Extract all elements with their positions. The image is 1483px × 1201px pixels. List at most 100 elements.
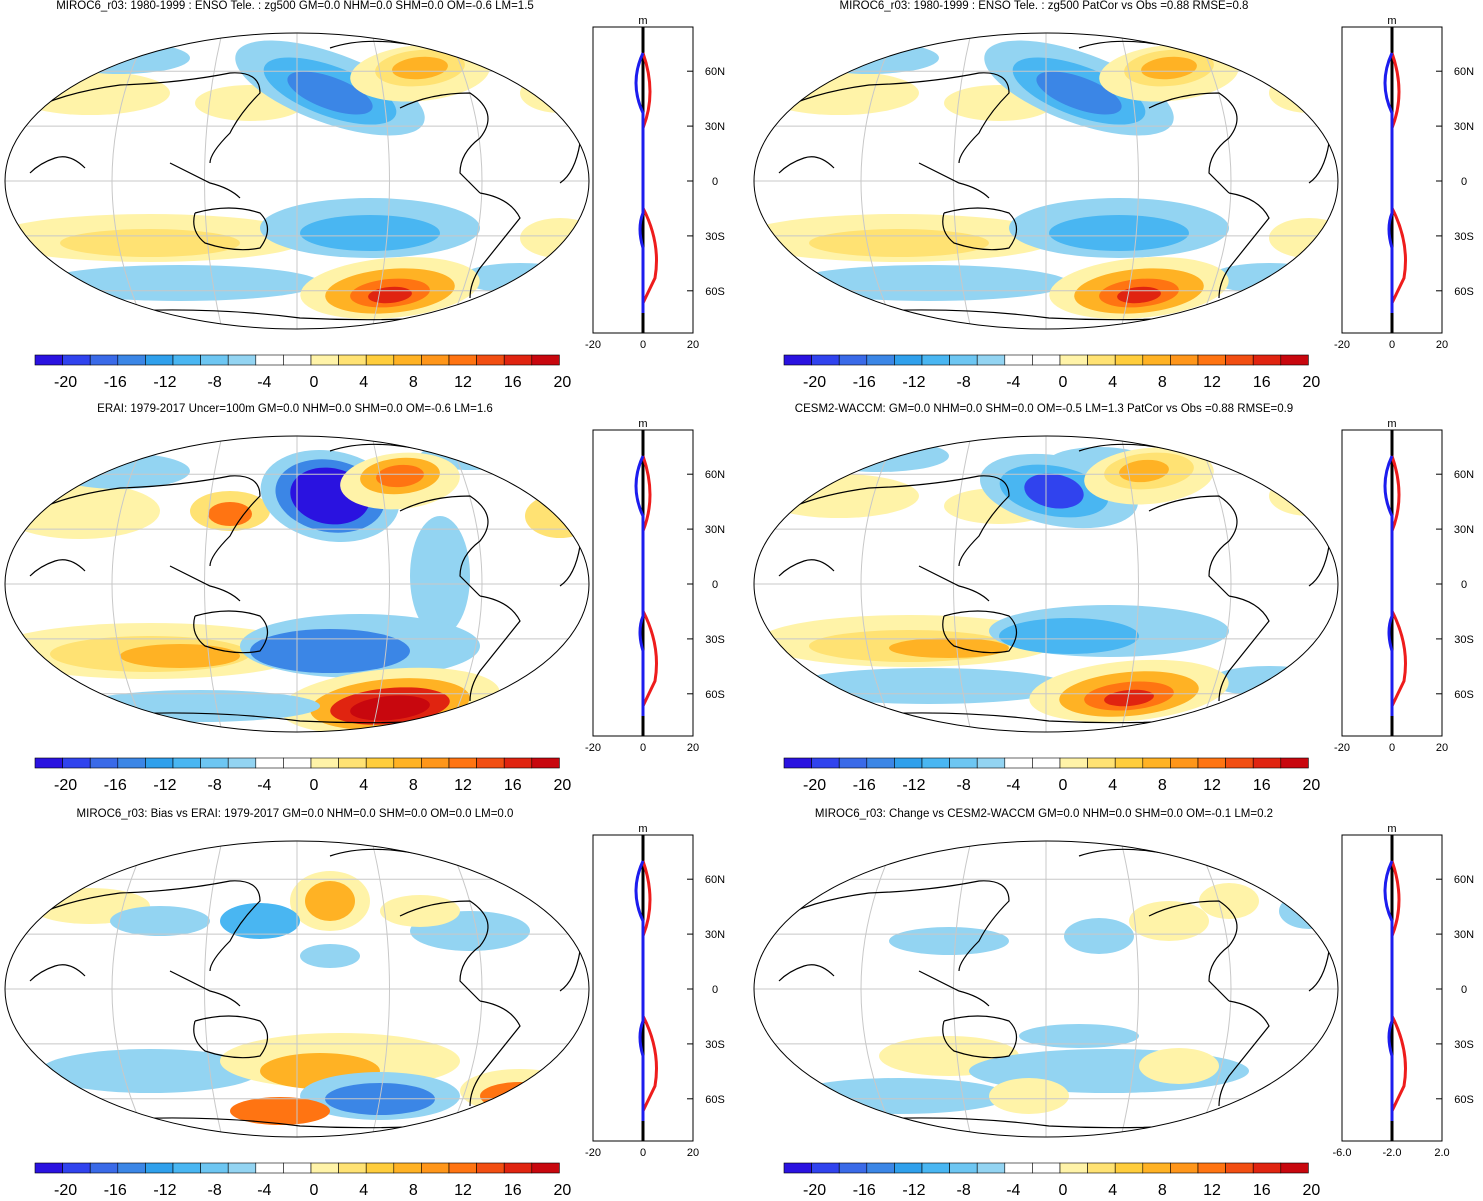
coastline [24, 72, 261, 164]
colorbar-swatch [1142, 757, 1171, 769]
longitude-gridline [111, 841, 148, 1137]
profile-lat-label: 60N [705, 66, 725, 78]
colorbar-swatch [172, 1162, 201, 1174]
profile-lat-label: 30N [1454, 929, 1474, 941]
colorbar-swatch [503, 354, 533, 366]
longitude-gridline [1120, 436, 1139, 732]
profile-curve-positive [1390, 455, 1407, 707]
colorbar-tick-label: 0 [1059, 374, 1068, 391]
colorbar-tick-label: -16 [104, 374, 127, 391]
coastline [193, 610, 269, 654]
profile-x-label: 20 [687, 339, 699, 351]
profile-lat-label: 30S [1454, 231, 1474, 243]
colorbar-swatch [1280, 1162, 1309, 1174]
colorbar-swatch [310, 1162, 339, 1174]
anomaly-contour [1269, 1077, 1338, 1105]
colorbar-tick-label: 12 [1203, 777, 1221, 794]
colorbar-swatch [1032, 354, 1061, 366]
anomaly-contour [250, 629, 410, 673]
longitude-gridline [1120, 841, 1139, 1137]
panel-content: -20 -16 -12 -8 -4 0 4 8 12 16 20 m 60N 30N 0 30S 60S -20 0… [4, 823, 725, 1199]
colorbar-swatch [448, 1162, 477, 1174]
coastline [778, 559, 835, 577]
colorbar-swatch [1252, 757, 1282, 769]
colorbar-tick-label: -8 [208, 1182, 222, 1199]
anomaly-contour [208, 502, 252, 526]
colorbar-swatch [1087, 1162, 1116, 1174]
colorbar-tick-label: 20 [554, 1182, 572, 1199]
panel-6: MIROC6_r03: Change vs CESM2-WACCM GM=0.0… [749, 808, 1483, 1201]
colorbar-tick-label: 0 [310, 1182, 319, 1199]
anomaly-contour [80, 690, 320, 722]
coastline [1218, 192, 1270, 299]
coastline [773, 475, 1010, 567]
profile-unit-label: m [638, 823, 647, 835]
anomaly-contour [40, 265, 320, 301]
anomaly-contour [759, 474, 919, 518]
anomaly-contour [60, 229, 240, 257]
map-border [4, 32, 590, 330]
anomaly-contour [989, 1078, 1069, 1114]
colorbar-swatch [1087, 354, 1116, 366]
colorbar-swatch [531, 1162, 560, 1174]
panel-graphic: -20 -16 -12 -8 -4 0 4 8 12 16 20 m 60N 30N 0 30S 60S -20 0… [753, 15, 1474, 391]
profile-curve-negative [1383, 860, 1394, 1121]
colorbar-tick-label: -20 [54, 1182, 77, 1199]
colorbar-tick-label: 16 [1253, 374, 1271, 391]
map-field [754, 33, 1338, 329]
colorbar-swatch [310, 757, 339, 769]
profile-x-label: 0 [640, 742, 646, 754]
anomaly-contour [1019, 1024, 1139, 1048]
colorbar-tick-label: -12 [902, 1182, 925, 1199]
profile-lat-label: 30N [705, 524, 725, 536]
longitude-gridline [111, 436, 148, 732]
profile-lat-label: 0 [712, 176, 718, 188]
coastline [399, 92, 489, 194]
colorbar-swatch [783, 354, 812, 366]
anomaly-contour [520, 218, 589, 258]
colorbar-swatch [34, 354, 63, 366]
coastline [778, 156, 835, 174]
anomaly-contour [110, 906, 210, 936]
colorbar-swatch [1114, 757, 1144, 769]
colorbar-swatch [89, 354, 119, 366]
profile-lat-label: 60N [1454, 874, 1474, 886]
anomaly-contour [40, 1049, 260, 1093]
colorbar-swatch [1114, 354, 1144, 366]
panel-4: CESM2-WACCM: GM=0.0 NHM=0.0 SHM=0.0 OM=-… [749, 403, 1483, 796]
colorbar-swatch [310, 354, 339, 366]
map-border [4, 840, 590, 1138]
colorbar-tick-label: -4 [1006, 374, 1020, 391]
colorbar-tick-label: 12 [454, 1182, 472, 1199]
coastline [169, 162, 241, 199]
colorbar-tick-label: -16 [853, 374, 876, 391]
anomaly-contour [1269, 218, 1338, 258]
colorbar-tick-label: -12 [153, 374, 176, 391]
profile-lat-label: 60S [1454, 286, 1474, 298]
profile-lat-label: 0 [712, 579, 718, 591]
profile-x-label: -20 [585, 1147, 601, 1159]
colorbar-tick-label: -4 [257, 374, 271, 391]
colorbar-swatch [866, 757, 895, 769]
colorbar-tick-label: 4 [1108, 1182, 1117, 1199]
coastline [469, 595, 521, 702]
map-field [5, 33, 589, 329]
colorbar-swatch [393, 354, 422, 366]
colorbar-swatch [921, 354, 950, 366]
longitude-gridline [371, 33, 390, 329]
colorbar-tick-label: -16 [104, 1182, 127, 1199]
panel-title: ERAI: 1979-2017 Uncer=100m GM=0.0 NHM=0.… [97, 403, 493, 415]
colorbar-swatch [145, 757, 174, 769]
profile-lat-label: 30S [705, 231, 725, 243]
colorbar-tick-label: -20 [54, 777, 77, 794]
colorbar-swatch [145, 1162, 174, 1174]
profile-x-label: -6.0 [1333, 1147, 1352, 1159]
map-field [5, 436, 589, 732]
coastline [1148, 92, 1238, 194]
profile-lat-label: 30N [705, 121, 725, 133]
colorbar-swatch [255, 354, 284, 366]
anomaly-contour [392, 56, 448, 80]
anomaly-contour [287, 71, 373, 115]
colorbar-swatch [448, 757, 477, 769]
colorbar-tick-label: -8 [208, 374, 222, 391]
